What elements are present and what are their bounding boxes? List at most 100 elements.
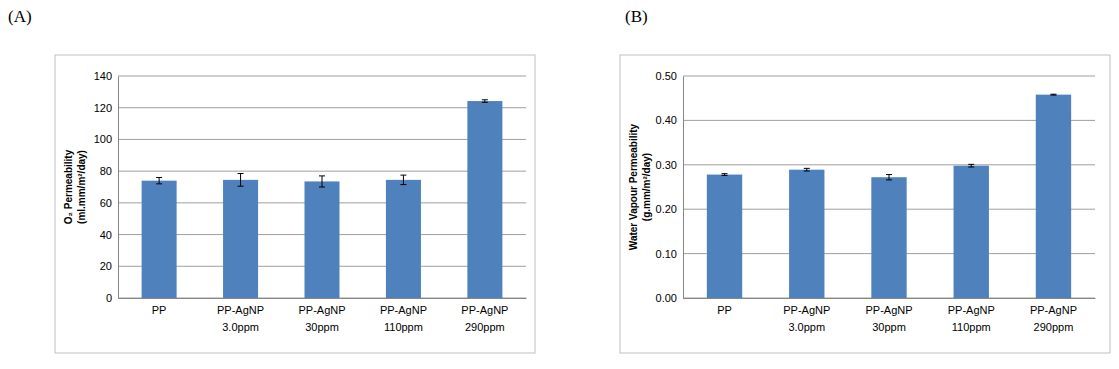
y-axis: 0 20 40 60 80 100 120 140 bbox=[94, 70, 119, 304]
error-cap bbox=[886, 174, 892, 175]
tick-label: 0.20 bbox=[656, 203, 677, 215]
error-cap bbox=[400, 175, 406, 176]
grid-line bbox=[118, 171, 526, 172]
bar bbox=[223, 180, 258, 298]
chart-frame bbox=[55, 55, 535, 353]
error-bar bbox=[886, 175, 892, 180]
tick-label: PP-AgNP3.0ppm bbox=[217, 304, 264, 334]
tick-label-line: 30ppm bbox=[872, 321, 906, 333]
grid-line bbox=[683, 120, 1095, 121]
tick-label-line: PP-AgNP bbox=[1030, 304, 1077, 316]
tick-label: PP-AgNP290ppm bbox=[461, 304, 508, 334]
error-stem bbox=[889, 175, 890, 180]
x-axis: PPPP-AgNP3.0ppmPP-AgNP30ppmPP-AgNP110ppm… bbox=[119, 298, 527, 333]
tick-label: 0.00 bbox=[656, 292, 677, 304]
axis-title: O₂ Permeability(ml.mm/m²/day) bbox=[63, 149, 87, 224]
error-cap bbox=[722, 173, 728, 174]
tick: PP-AgNP30ppm bbox=[298, 298, 345, 333]
tick-label: 40 bbox=[100, 229, 112, 241]
tick-label: 0.50 bbox=[656, 70, 677, 82]
error-bar bbox=[400, 175, 406, 185]
grid bbox=[118, 76, 526, 298]
figure: (A) 0 20 40 60 80 100 120 140 PP PP-AgNP 3.0ppm PP-A… bbox=[0, 0, 1119, 369]
error-bar bbox=[238, 174, 244, 187]
tick: 0.00 bbox=[656, 292, 683, 304]
axis-title-line: O₂ Permeability bbox=[63, 149, 74, 224]
tick-label: 0.10 bbox=[656, 248, 677, 260]
bar bbox=[386, 180, 421, 298]
bar bbox=[871, 177, 906, 298]
tick-label: 0 bbox=[106, 292, 112, 304]
error-stem bbox=[322, 176, 323, 187]
chart-panel: (B)0.000.100.200.300.400.50PPPP-AgNP3.0p… bbox=[620, 7, 1110, 353]
tick-label-line: PP-AgNP bbox=[298, 304, 345, 316]
tick-label: PP-AgNP 290ppm bbox=[1030, 304, 1077, 334]
tick: 20 bbox=[100, 260, 118, 272]
error-cap bbox=[238, 186, 244, 187]
error-cap bbox=[156, 177, 162, 178]
tick: PP-AgNP110ppm bbox=[948, 298, 995, 333]
error-bar bbox=[722, 174, 728, 176]
tick: PP-AgNP 290ppm bbox=[1030, 298, 1077, 333]
plot-area bbox=[707, 94, 1071, 298]
tick: 0 bbox=[106, 292, 118, 304]
tick-label: 20 bbox=[100, 260, 112, 272]
tick-label-line: 110ppm bbox=[384, 321, 423, 333]
error-bar bbox=[1050, 94, 1056, 96]
error-cap bbox=[1050, 95, 1056, 96]
error-cap bbox=[968, 164, 974, 165]
tick-label: PP-AgNP110ppm bbox=[948, 304, 995, 334]
error-stem bbox=[240, 174, 241, 187]
error-bar bbox=[968, 164, 974, 167]
tick: 100 bbox=[94, 133, 118, 145]
tick-label-line: 290ppm bbox=[1034, 321, 1074, 333]
tick-label: PP bbox=[152, 304, 167, 316]
bar bbox=[467, 101, 502, 298]
tick-label: PP-AgNP30ppm bbox=[298, 304, 345, 334]
tick-label: 100 bbox=[94, 133, 112, 145]
bar bbox=[789, 170, 824, 298]
tick: PP bbox=[717, 298, 732, 316]
error-stem bbox=[403, 175, 404, 185]
tick-label: 120 bbox=[94, 102, 112, 114]
tick-label-line: 3.0ppm bbox=[788, 321, 825, 333]
tick: 0.10 bbox=[656, 248, 683, 260]
tick-label: 60 bbox=[100, 197, 112, 209]
error-cap bbox=[319, 187, 325, 188]
tick: 0.20 bbox=[656, 203, 683, 215]
tick-label: PP bbox=[717, 304, 732, 316]
bar bbox=[707, 175, 742, 298]
tick-label: 0.30 bbox=[656, 159, 677, 171]
error-cap bbox=[400, 184, 406, 185]
error-cap bbox=[238, 173, 244, 174]
error-cap bbox=[482, 99, 488, 100]
tick-label-line: 290ppm bbox=[465, 321, 505, 333]
tick: 0.50 bbox=[656, 70, 683, 82]
tick-label-line: PP-AgNP bbox=[948, 304, 995, 316]
grid bbox=[683, 76, 1095, 298]
tick: PP bbox=[152, 298, 167, 316]
axis-line bbox=[684, 298, 1096, 299]
axis-title: Water Vapour Permeability(g.mm/m²/day) bbox=[628, 123, 652, 250]
x-axis: PPPP-AgNP3.0ppmPP-AgNP30ppmPP-AgNP110ppm… bbox=[684, 298, 1096, 333]
tick: 80 bbox=[100, 165, 118, 177]
error-cap bbox=[886, 179, 892, 180]
tick: PP-AgNP30ppm bbox=[865, 298, 912, 333]
tick: PP-AgNP 3.0ppm bbox=[783, 298, 830, 333]
tick-label-line: PP-AgNP bbox=[217, 304, 264, 316]
grid-line bbox=[118, 76, 526, 77]
panel-label: (A) bbox=[8, 7, 32, 26]
bar bbox=[954, 166, 989, 298]
y-axis: 0.000.100.200.300.400.50 bbox=[656, 70, 684, 304]
tick-label: 140 bbox=[94, 70, 112, 82]
tick: 140 bbox=[94, 70, 118, 82]
error-stem bbox=[159, 177, 160, 183]
grid-line bbox=[118, 139, 526, 140]
error-cap bbox=[482, 102, 488, 103]
tick-label: PP-AgNP30ppm bbox=[865, 304, 912, 334]
panel-label: (B) bbox=[625, 7, 648, 26]
tick-label-line: PP-AgNP bbox=[783, 304, 830, 316]
error-cap bbox=[968, 167, 974, 168]
tick: 60 bbox=[100, 197, 118, 209]
axis-title-line: (ml.mm/m²/day) bbox=[76, 150, 87, 224]
